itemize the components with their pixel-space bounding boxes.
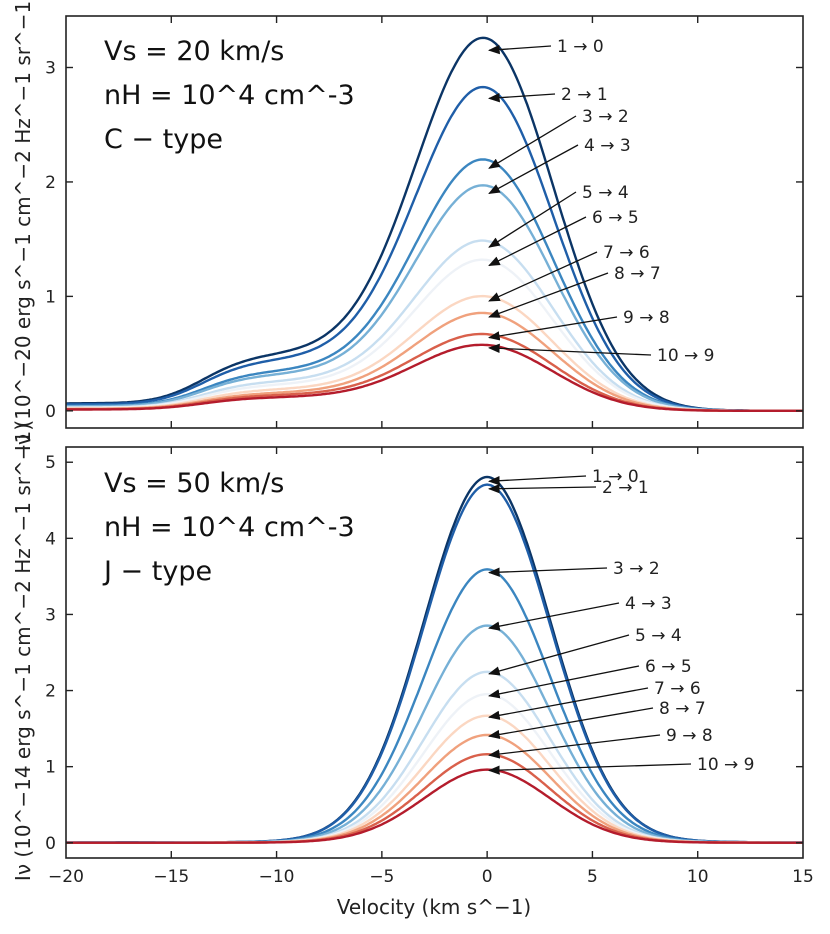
bottom-y-ticks: 0 1 2 3 4 5 xyxy=(45,453,803,854)
x-tick-label: 5 xyxy=(587,867,598,887)
annotation-label-9: 9 → 8 xyxy=(623,308,670,328)
annotation-arrow-1 xyxy=(487,44,552,55)
annotation-label-5: 5 → 4 xyxy=(582,183,629,203)
annotation-arrow-6 xyxy=(488,216,587,267)
annotation-label-3: 3 → 2 xyxy=(613,559,660,579)
annotation-arrow-6 xyxy=(487,665,640,699)
y-tick-label: 2 xyxy=(45,173,56,193)
x-tick-label: −5 xyxy=(369,867,394,887)
annotation-arrow-4 xyxy=(487,602,620,631)
annotation-label-7: 7 → 6 xyxy=(654,679,701,699)
series-line-10 xyxy=(66,768,803,844)
x-tick-label: 10 xyxy=(687,867,709,887)
annotation-label-3: 3 → 2 xyxy=(582,107,629,127)
annotation-arrow-2 xyxy=(487,483,597,494)
y-tick-label: 4 xyxy=(45,529,56,549)
x-tick-label: −20 xyxy=(48,867,84,887)
x-tick-label: −15 xyxy=(153,867,189,887)
annotation-label-6: 6 → 5 xyxy=(592,208,639,228)
x-axis-label: Velocity (km s^−1) xyxy=(337,895,532,919)
bottom-panel: 1 → 02 → 1 3 → 2 4 → 3 5 → 4 6 → 57 → 68 → 7… xyxy=(11,423,814,919)
annotation-arrow-7 xyxy=(487,687,649,720)
series-line-4 xyxy=(66,184,803,412)
annotation-label-2: 2 → 1 xyxy=(561,85,608,105)
top-info-shock-type: C − type xyxy=(104,124,223,155)
bottom-x-ticks: −20 −15 −10 −5 0 5 10 15 xyxy=(48,447,814,887)
annotation-label-6: 6 → 5 xyxy=(645,657,692,677)
annotation-label-8: 8 → 7 xyxy=(614,264,661,284)
annotation-label-10: 10 → 9 xyxy=(657,346,715,366)
annotation-label-4: 4 → 3 xyxy=(584,136,631,156)
annotation-arrow-5 xyxy=(488,634,630,676)
top-info-density: nH = 10^4 cm^-3 xyxy=(104,80,355,111)
bottom-info-shock-velocity: Vs = 50 km/s xyxy=(104,468,284,499)
annotation-arrow-1 xyxy=(487,475,587,486)
bottom-curves xyxy=(66,475,803,844)
annotation-arrow-10 xyxy=(487,763,692,775)
annotation-arrow-4 xyxy=(488,144,579,194)
bottom-plot-frame xyxy=(65,446,804,859)
annotation-arrow-9 xyxy=(487,316,618,341)
annotation-label-7: 7 → 6 xyxy=(603,243,650,263)
annotation-arrow-8 xyxy=(487,707,654,740)
x-tick-label: 0 xyxy=(482,867,493,887)
annotation-label-1: 1 → 0 xyxy=(592,467,639,487)
annotation-arrow-5 xyxy=(488,191,577,248)
annotation-arrow-2 xyxy=(487,93,556,103)
x-tick-label: 15 xyxy=(792,867,814,887)
y-tick-label: 3 xyxy=(45,605,56,625)
annotation-label-2: 2 → 1 xyxy=(602,478,649,498)
bottom-info-shock-type: J − type xyxy=(102,556,212,587)
annotation-label-1: 1 → 0 xyxy=(557,37,604,57)
annotation-arrow-9 xyxy=(487,734,661,759)
series-line-5 xyxy=(66,239,803,412)
top-panel: 1 → 0 2 → 13 → 2 4 → 3 5 → 4 6 → 5 7 → 68 → 7… xyxy=(11,0,804,451)
top-y-axis-label: Iν (10^−20 erg s^−1 cm^−2 Hz^−1 sr^−1) xyxy=(11,0,35,451)
annotation-arrow-3 xyxy=(487,567,608,577)
series-line-8 xyxy=(66,733,803,844)
annotation-arrow-7 xyxy=(488,251,598,302)
y-tick-label: 0 xyxy=(45,834,56,854)
y-tick-label: 2 xyxy=(45,682,56,702)
annotation-label-9: 9 → 8 xyxy=(666,726,713,746)
y-tick-label: 3 xyxy=(45,59,56,79)
top-annotation-arrows: 1 → 0 2 → 13 → 2 4 → 3 5 → 4 6 → 5 7 → 68 → 7… xyxy=(487,37,715,366)
annotation-label-10: 10 → 9 xyxy=(697,755,755,775)
annotation-arrow-10 xyxy=(487,343,652,356)
bottom-annotation-arrows: 1 → 02 → 1 3 → 2 4 → 3 5 → 4 6 → 57 → 68 → 7… xyxy=(487,467,755,775)
top-y-ticks: 0 1 2 3 xyxy=(45,59,803,422)
top-plot-frame xyxy=(65,15,804,429)
y-tick-label: 0 xyxy=(45,402,56,422)
series-line-6 xyxy=(66,258,803,412)
top-x-ticks xyxy=(170,16,699,428)
annotation-label-4: 4 → 3 xyxy=(625,594,672,614)
x-tick-label: −10 xyxy=(259,867,295,887)
series-line-10 xyxy=(66,343,803,412)
annotation-label-8: 8 → 7 xyxy=(659,699,706,719)
annotation-arrow-8 xyxy=(488,272,609,318)
series-line-3 xyxy=(66,158,803,412)
y-tick-label: 1 xyxy=(45,287,56,307)
bottom-y-axis-label: Iν (10^−14 erg s^−1 cm^−2 Hz^−1 sr^−1) xyxy=(11,423,35,881)
y-tick-label: 5 xyxy=(45,453,56,473)
annotation-label-5: 5 → 4 xyxy=(635,626,682,646)
y-tick-label: 1 xyxy=(45,758,56,778)
annotation-arrow-3 xyxy=(488,115,577,169)
top-curves xyxy=(65,36,803,412)
top-info-shock-velocity: Vs = 20 km/s xyxy=(104,36,284,67)
bottom-info-density: nH = 10^4 cm^-3 xyxy=(104,512,355,543)
